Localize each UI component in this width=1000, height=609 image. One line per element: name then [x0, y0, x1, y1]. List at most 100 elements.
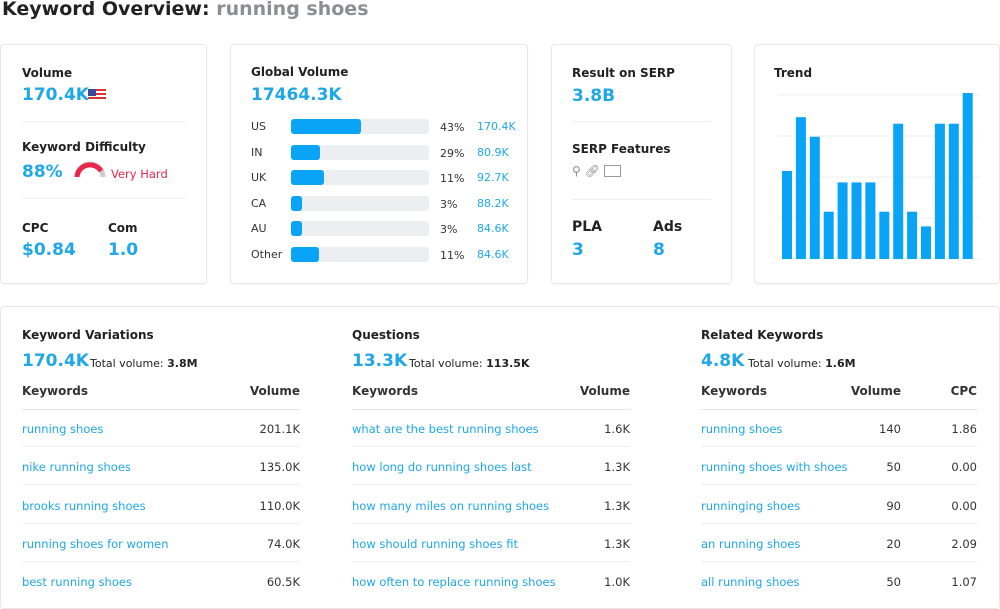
- trend-title: Trend: [774, 66, 813, 80]
- map-pin-icon: ⚲: [572, 164, 581, 178]
- page-title: Keyword Overview: running shoes: [2, 0, 369, 20]
- section-count: 13.3K: [352, 351, 408, 371]
- table-row: best running shoes 60.5K: [22, 562, 300, 600]
- keyword-link[interactable]: how often to replace running shoes: [352, 575, 556, 590]
- country-label: UK: [251, 171, 267, 184]
- volume-label: Volume: [22, 66, 73, 80]
- table-row: running shoes with shoes 50 0.00: [701, 447, 977, 486]
- keyword-volume: 110.0K: [259, 498, 300, 513]
- trend-bar: [962, 93, 973, 260]
- country-label: Other: [251, 247, 283, 261]
- section-title: Related Keywords: [701, 328, 824, 342]
- table-row: nike running shoes 135.0K: [22, 447, 300, 486]
- keyword-volume: 20: [886, 536, 901, 551]
- trend-bar: [907, 211, 918, 259]
- volume-share-bar: [291, 195, 429, 211]
- trend-bar: [879, 211, 890, 259]
- table-header: Keywords Volume: [352, 384, 630, 410]
- us-flag-icon: [88, 89, 106, 101]
- ads-label: Ads: [653, 219, 683, 235]
- keyword-link[interactable]: running shoes: [22, 422, 104, 436]
- global-volume-row: UK 11% 92.7K: [251, 170, 521, 186]
- trend-bar: [837, 182, 848, 259]
- header-cpc: CPC: [950, 384, 977, 398]
- keyword-link[interactable]: running shoes for women: [22, 536, 169, 551]
- trend-bar: [823, 211, 834, 259]
- global-volume-row: US 43% 170.4K: [251, 119, 521, 135]
- keyword-lists-card: Keyword Variations 170.4K Total volume: …: [0, 306, 1000, 609]
- trend-bar: [809, 136, 820, 259]
- keyword-link[interactable]: runninging shoes: [701, 498, 801, 513]
- cpc-value: $0.84: [22, 240, 76, 260]
- keyword-link[interactable]: running shoes with shoes: [701, 460, 848, 475]
- keyword-cpc: 1.86: [951, 422, 977, 436]
- pla-label: PLA: [572, 219, 603, 235]
- table-row: how often to replace running shoes 1.0K: [352, 562, 630, 600]
- header-volume: Volume: [850, 384, 901, 398]
- volume-card: Volume 170.4K Keyword Difficulty 88% Ver…: [0, 44, 207, 284]
- trend-bar: [782, 170, 792, 259]
- volume-value: 170.4K: [22, 85, 89, 105]
- trend-bar: [893, 123, 904, 260]
- trend-bar: [865, 182, 876, 259]
- section-title: Questions: [352, 328, 420, 342]
- country-label: IN: [251, 145, 263, 159]
- keyword-link[interactable]: brooks running shoes: [22, 498, 146, 513]
- keyword-link[interactable]: how should running shoes fit: [352, 536, 518, 551]
- keyword-volume: 60.5K: [266, 575, 300, 590]
- table-row: how should running shoes fit 1.3K: [352, 524, 630, 562]
- country-label: CA: [251, 196, 267, 210]
- volume-share-bar: [291, 119, 429, 134]
- pla-value: 3: [572, 240, 584, 260]
- volume-share-bar: [291, 170, 429, 185]
- keyword-link[interactable]: nike running shoes: [22, 460, 131, 475]
- trend-bar: [948, 123, 959, 260]
- serp-label: Result on SERP: [572, 66, 675, 80]
- keyword-cpc: 1.07: [951, 575, 977, 590]
- share-percent: 3%: [440, 223, 458, 236]
- share-percent: 11%: [440, 172, 465, 185]
- table-header: Keywords Volume: [22, 384, 300, 410]
- ads-value: 8: [653, 240, 665, 260]
- header-keywords: Keywords: [22, 384, 89, 398]
- country-volume: 88.2K: [477, 196, 509, 210]
- total-label: Total volume:: [90, 357, 164, 370]
- header-keywords: Keywords: [701, 384, 768, 398]
- trend-card: Trend: [754, 44, 1000, 284]
- total-label: Total volume:: [409, 357, 483, 370]
- header-volume: Volume: [579, 384, 630, 398]
- header-keywords: Keywords: [352, 384, 419, 398]
- keyword-link[interactable]: all running shoes: [701, 575, 800, 590]
- serp-card: Result on SERP 3.8B SERP Features ⚲ 🔗︎ P…: [551, 44, 732, 284]
- difficulty-gauge-icon: [74, 161, 106, 178]
- total-value: 1.6M: [825, 357, 856, 370]
- link-icon: 🔗︎: [584, 164, 601, 178]
- keyword-volume: 74.0K: [266, 536, 300, 551]
- keyword-link[interactable]: running shoes: [701, 422, 783, 436]
- table-row: an running shoes 20 2.09: [701, 524, 977, 562]
- keyword-volume: 1.3K: [604, 460, 630, 475]
- keyword: running shoes: [216, 0, 369, 20]
- share-percent: 29%: [440, 146, 465, 160]
- keyword-volume: 135.0K: [259, 460, 300, 475]
- difficulty-value: 88%: [22, 162, 63, 182]
- volume-share-bar: [291, 246, 429, 262]
- table-row: brooks running shoes 110.0K: [22, 486, 300, 524]
- keyword-link[interactable]: how long do running shoes last: [352, 460, 532, 475]
- keyword-volume: 1.3K: [604, 498, 630, 513]
- total-value: 3.8M: [167, 357, 198, 370]
- serp-value: 3.8B: [572, 86, 616, 106]
- keyword-link[interactable]: what are the best running shoes: [352, 422, 539, 436]
- global-volume-row: AU 3% 84.6K: [251, 221, 521, 237]
- keyword-link[interactable]: an running shoes: [701, 536, 801, 551]
- serp-features-label: SERP Features: [572, 142, 671, 156]
- volume-share-bar: [291, 144, 429, 160]
- keyword-link[interactable]: how many miles on running shoes: [352, 498, 550, 513]
- trend-chart: [778, 93, 980, 260]
- section-count: 4.8K: [701, 351, 745, 371]
- global-volume-row: Other 11% 84.6K: [251, 246, 521, 263]
- table-row: how long do running shoes last 1.3K: [352, 447, 630, 486]
- keyword-link[interactable]: best running shoes: [22, 575, 132, 590]
- header-volume: Volume: [249, 384, 300, 398]
- keyword-volume: 140: [879, 422, 901, 436]
